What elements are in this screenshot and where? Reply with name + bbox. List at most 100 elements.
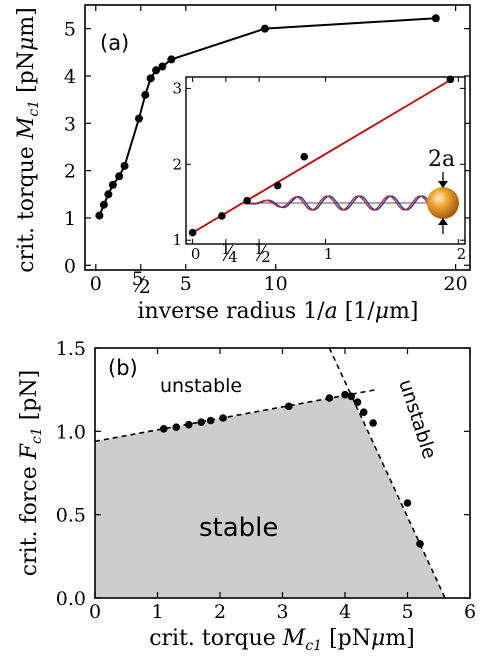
a-data-point [115, 172, 124, 181]
panel-b-label: (b) [108, 356, 138, 380]
b-data-point [325, 394, 334, 402]
a-data-point [104, 190, 113, 199]
bead-illustration: 2a [427, 147, 459, 234]
inset-ytick-label-2: 3 [172, 79, 182, 97]
filament-wave-0 [243, 195, 431, 211]
inset-filament-illustration [243, 195, 443, 211]
inset-data-point [446, 75, 455, 84]
a-ytick-label-3: 3 [64, 113, 76, 135]
a-ytick-label-1: 1 [64, 208, 76, 230]
panel-b-force-vs-torque: 0 1 2 3 4 5 6 0.0 0.5 1.0 1.5 (b) unstable unstabl… [17, 338, 476, 654]
inset-xtick-label-2-denominator: 2 [261, 248, 271, 266]
panel-a-frame [84, 4, 471, 271]
panel-b-xlabel: crit. torque Mc1 [pNμm] [149, 626, 415, 654]
a-xtick-label-1: 52 [132, 268, 151, 298]
b-data-point [341, 390, 349, 399]
panel-b-ticks: 0 1 2 3 4 5 6 0.0 0.5 1.0 1.5 [56, 338, 476, 623]
a-xtick-label-1-numerator: 5 [132, 268, 144, 290]
a-ytick-label-4: 4 [64, 66, 76, 88]
inset-data-point [218, 212, 226, 220]
a-data-point [146, 74, 155, 83]
b-data-point [159, 425, 168, 433]
b-data-point [359, 408, 368, 416]
inset-frame [185, 76, 466, 245]
stable-region-fill [95, 394, 445, 598]
inset-data-point [243, 196, 251, 205]
b-xtick-label-4: 4 [339, 601, 351, 623]
a-ytick-label-5: 5 [64, 19, 76, 41]
panel-a-data-points [95, 14, 440, 220]
panel-a-ylabel: crit. torque Mc1 [pNμm] [14, 7, 42, 273]
stability-boundary-2 [328, 347, 446, 599]
b-xtick-label-3: 3 [276, 601, 288, 623]
inset-data-points [188, 75, 455, 237]
b-xtick-label-2: 2 [214, 601, 226, 623]
b-data-point [206, 416, 215, 425]
a-ytick-label-0: 0 [64, 255, 76, 277]
inset-xtick-label-4: 2 [457, 245, 467, 263]
inset-xtick-label-2-numerator: 1 [254, 240, 264, 258]
a-xtick-label-1-slash [134, 275, 146, 293]
unstable-label-right: unstable [394, 377, 440, 462]
a-data-point [141, 90, 150, 99]
panel-a-xlabel: inverse radius 1/a [1/μm] [138, 299, 419, 324]
a-data-point [167, 55, 176, 64]
b-ytick-label-3: 1.5 [56, 338, 86, 360]
inset-xtick-label-1-slash [222, 244, 234, 262]
inset-xtick-label-1-denominator: 4 [228, 248, 238, 266]
b-data-point [184, 420, 193, 429]
b-ytick-label-1: 0.5 [56, 505, 86, 527]
a-data-point [158, 62, 167, 71]
a-xtick-label-1-denominator: 2 [139, 276, 151, 298]
inset-fit-line [192, 78, 453, 234]
a-xtick-label-4: 20 [444, 273, 468, 295]
b-xtick-label-0: 0 [89, 601, 101, 623]
a-data-point [99, 200, 108, 209]
b-xtick-label-1: 1 [151, 601, 163, 623]
b-data-point [353, 398, 362, 406]
inset-xtick-label-1-numerator: 1 [221, 240, 231, 258]
panel-b-ylabel: crit. force Fc1 [pN] [17, 370, 45, 576]
b-data-point [347, 392, 356, 401]
b-xtick-label-5: 5 [401, 601, 413, 623]
a-data-point [120, 161, 129, 170]
b-data-point [219, 414, 227, 422]
inset-data-point [188, 228, 197, 237]
inset-ytick-label-1: 2 [172, 155, 182, 173]
bead-diameter-label: 2a [428, 147, 455, 172]
panel-a-label: (a) [100, 31, 129, 55]
b-data-point [284, 402, 293, 411]
b-ytick-label-2: 1.0 [56, 421, 86, 443]
inset-xtick-label-1: 14 [221, 240, 238, 266]
a-ytick-label-2: 2 [64, 161, 76, 183]
inset-xtick-label-3: 1 [324, 245, 334, 263]
filament-wave-1 [243, 195, 431, 211]
a-xtick-label-2: 5 [180, 273, 192, 295]
panel-b-data-points [159, 390, 424, 548]
b-data-point [197, 418, 206, 426]
bead-arrow-head-top [438, 181, 448, 188]
b-data-point [172, 423, 181, 431]
inset-data-point [273, 181, 282, 190]
a-xtick-label-3: 10 [264, 273, 288, 295]
inset-xtick-label-2: 12 [254, 240, 271, 266]
inset-xtick-label-2-slash [255, 244, 267, 262]
a-data-point [152, 66, 161, 75]
bead-sphere [427, 187, 459, 219]
a-data-point [95, 211, 104, 220]
b-xtick-label-6: 6 [464, 601, 476, 623]
inset-ytick-label-0: 1 [172, 231, 182, 249]
a-xtick-label-0: 0 [90, 273, 102, 295]
stable-label: stable [199, 513, 278, 543]
b-data-point [369, 419, 377, 427]
a-data-point [431, 14, 440, 23]
a-data-point [260, 24, 269, 33]
b-ytick-label-0: 0.0 [56, 588, 86, 610]
unstable-label-left: unstable [160, 375, 242, 397]
a-data-point [108, 180, 117, 189]
